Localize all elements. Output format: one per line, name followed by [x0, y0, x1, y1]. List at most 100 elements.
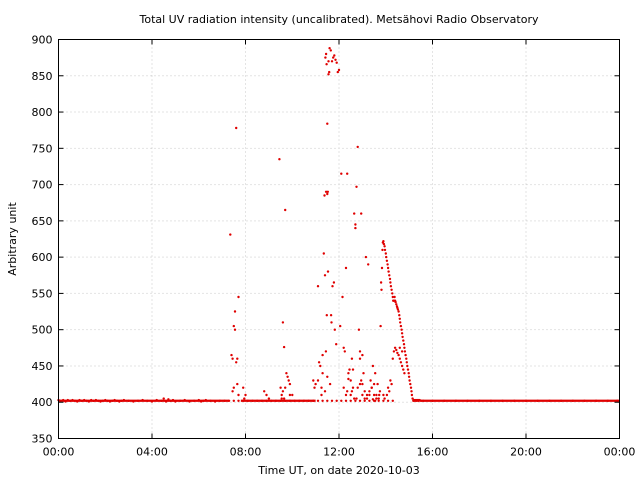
data-point	[382, 399, 385, 402]
data-point	[288, 382, 292, 386]
data-point	[358, 399, 362, 402]
data-point	[287, 379, 290, 382]
data-point	[339, 324, 342, 328]
data-point	[371, 364, 375, 368]
data-point	[323, 194, 326, 197]
data-point	[282, 397, 286, 400]
data-point	[391, 292, 394, 295]
data-point	[393, 295, 396, 299]
data-point	[403, 346, 406, 349]
data-point	[319, 364, 322, 368]
x-tick-label: 20:00	[510, 446, 542, 459]
data-point	[363, 399, 366, 402]
data-point	[332, 281, 336, 284]
data-point	[382, 393, 385, 397]
data-point	[385, 259, 389, 262]
data-point	[378, 393, 381, 397]
data-point	[350, 357, 354, 360]
data-point	[280, 397, 283, 400]
data-point	[327, 60, 330, 63]
data-point	[291, 393, 294, 397]
data-point	[377, 399, 380, 402]
data-point	[243, 397, 246, 400]
x-tick-label: 08:00	[230, 446, 262, 459]
data-point	[398, 357, 401, 360]
data-point	[340, 172, 343, 175]
data-point	[361, 393, 364, 397]
data-point	[286, 375, 289, 378]
data-point	[326, 375, 329, 378]
data-point	[382, 240, 385, 243]
data-point	[236, 382, 239, 386]
data-point	[356, 386, 359, 389]
data-point	[369, 379, 372, 382]
data-point	[386, 263, 389, 266]
data-point	[361, 353, 364, 357]
data-point	[396, 308, 400, 311]
data-point	[324, 190, 328, 193]
data-point	[326, 122, 329, 125]
data-point	[365, 393, 369, 397]
data-point	[341, 295, 344, 299]
data-point	[232, 399, 235, 402]
data-point	[328, 382, 332, 386]
data-point	[379, 324, 382, 328]
data-point	[362, 372, 365, 375]
x-tick-label: 00:00	[43, 446, 75, 459]
data-point	[278, 158, 281, 161]
data-points	[57, 47, 620, 403]
data-point	[321, 353, 324, 357]
data-point	[282, 345, 286, 349]
data-point	[332, 56, 335, 59]
data-point	[236, 357, 239, 360]
data-point	[330, 399, 334, 402]
data-point	[344, 399, 348, 402]
data-point	[230, 353, 233, 357]
data-point	[358, 357, 362, 360]
data-point	[358, 382, 362, 386]
data-point	[321, 399, 324, 402]
data-point	[386, 386, 390, 389]
data-point	[385, 255, 388, 259]
data-point	[231, 390, 234, 393]
x-tick-label: 00:00	[604, 446, 636, 459]
data-point	[280, 393, 283, 397]
data-point	[380, 266, 384, 270]
data-point	[351, 368, 355, 371]
data-point	[326, 399, 329, 402]
data-point	[391, 399, 394, 402]
data-point	[237, 399, 240, 402]
chart-title: Total UV radiation intensity (uncalibrat…	[139, 13, 539, 26]
data-point	[327, 73, 330, 76]
data-point	[340, 399, 343, 402]
data-point	[368, 399, 371, 402]
data-point	[402, 368, 405, 371]
data-point	[393, 346, 397, 349]
data-point	[328, 70, 331, 74]
data-point	[325, 314, 328, 317]
data-point	[367, 263, 370, 266]
data-point	[390, 382, 393, 386]
y-tick-label: 350	[32, 433, 53, 446]
data-point	[383, 397, 386, 400]
data-point	[397, 353, 400, 357]
data-point	[363, 390, 366, 393]
data-point	[387, 270, 390, 273]
data-point	[325, 62, 328, 66]
data-point	[410, 390, 413, 393]
y-tick-label: 650	[32, 215, 53, 228]
x-axis: 00:00 04:00 08:00 12:00 16:00 20:00 00:00	[43, 39, 636, 459]
data-point	[399, 324, 403, 328]
y-tick-label: 450	[32, 360, 53, 373]
data-point	[389, 281, 392, 284]
data-point	[324, 350, 328, 353]
data-point	[406, 364, 409, 368]
data-point	[242, 386, 245, 389]
data-point	[235, 126, 238, 130]
y-axis-title: Arbitrary unit	[6, 202, 19, 276]
data-point	[349, 399, 352, 402]
data-point	[348, 368, 351, 371]
data-point	[347, 377, 350, 381]
data-point	[364, 255, 368, 259]
